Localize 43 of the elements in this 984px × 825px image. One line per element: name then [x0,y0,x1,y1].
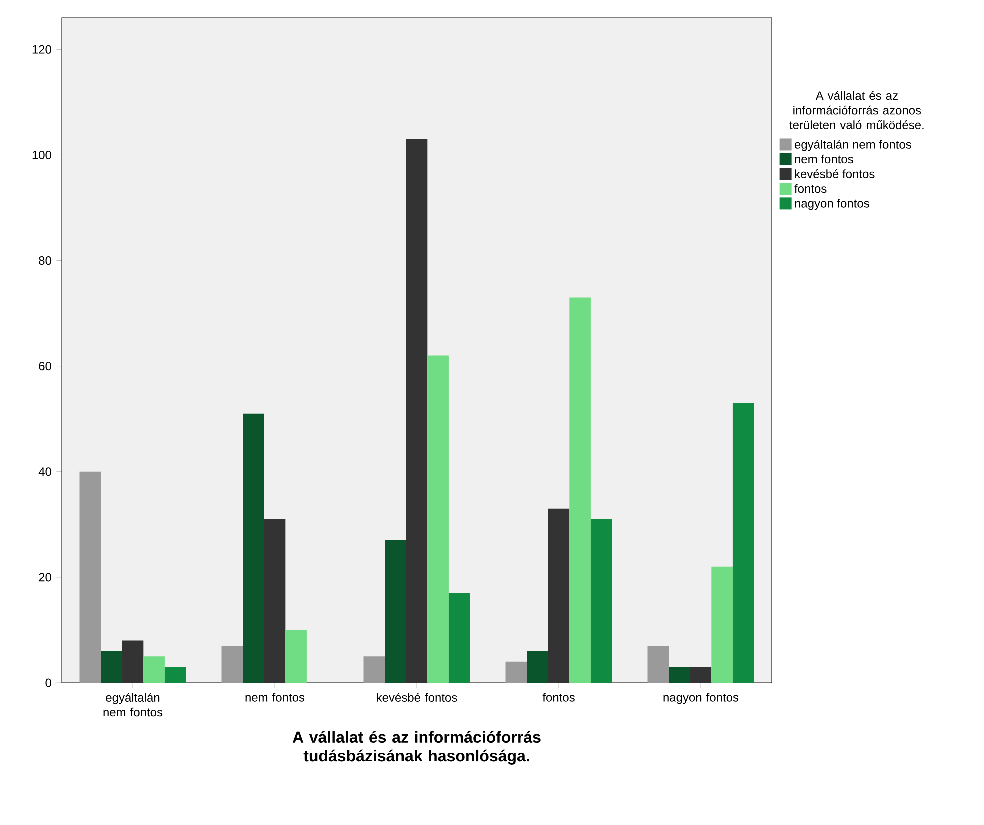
y-tick-label: 100 [32,150,52,160]
bar [732,403,754,684]
bar [712,566,733,684]
bar [428,356,449,684]
bar [690,667,712,684]
legend-label: nem fontos [795,154,854,164]
bar [648,646,670,684]
x-tick-label: nagyon fontos [664,693,739,704]
y-tick-label: 40 [38,468,52,476]
y-tick-label: 60 [39,362,52,371]
bar [570,298,591,684]
legend-label: fontos [794,184,827,194]
legend-title: A vállalat és az információforrás azonos területen való működése. [790,91,924,130]
x-axis-title: A vállalat és az információforrás tudásbázisának hasonlósága. [292,731,541,765]
y-tick-label: 80 [39,256,52,266]
bar [448,593,470,684]
legend-label: egyáltalán nem fontos [794,140,912,152]
bar [548,508,570,684]
bar [243,414,264,684]
y-tick-label: 0 [46,678,52,688]
y-tick-label: 120 [32,45,52,54]
bar [264,519,286,684]
bar [669,667,690,684]
bar [590,519,612,684]
bar [80,472,102,684]
bar [164,667,186,684]
x-tick-label: nem fontos [246,693,305,702]
legend-label: kevésbé fontos [795,169,875,178]
bar [406,139,428,684]
x-tick-label: kevésbé fontos [377,693,458,702]
y-tick-label: 20 [39,573,52,582]
bar [527,651,548,684]
bar [144,656,165,684]
bar [364,656,386,684]
x-tick-label: egyáltalán nem fontos [104,693,163,717]
legend-label: nagyon fontos [795,199,870,210]
bar [101,651,122,684]
bar [506,662,528,684]
x-tick-label: fontos [542,693,575,702]
bar [122,640,144,684]
bar [385,540,406,684]
bar [286,630,307,684]
bar [222,646,244,684]
